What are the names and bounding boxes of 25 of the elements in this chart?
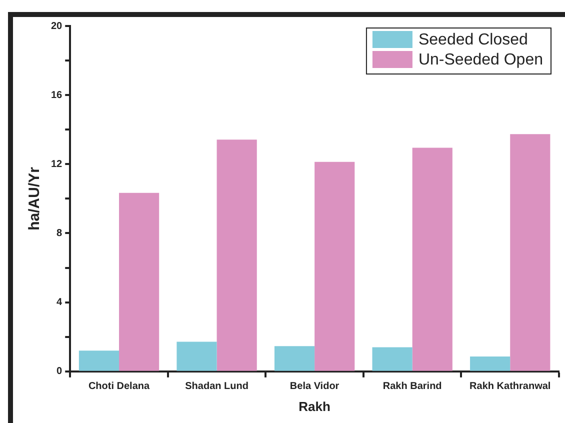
y-tick-label: 0: [56, 366, 63, 378]
x-tick-label: Shadan Lund: [185, 381, 248, 392]
x-tick-label: Choti Delana: [88, 381, 150, 392]
bar: [510, 134, 550, 371]
bar: [470, 356, 510, 371]
bar: [314, 162, 355, 371]
legend-label: Un-Seeded Open: [418, 51, 543, 68]
y-tick-label: 8: [56, 228, 63, 239]
y-axis-title: ha/AU/Yr: [26, 166, 44, 230]
y-tick-label: 16: [51, 90, 63, 101]
y-tick-label: 20: [51, 20, 63, 32]
bar: [119, 192, 160, 371]
y-tick-label: 4: [56, 297, 63, 308]
bar: [216, 140, 257, 371]
bar: [372, 347, 412, 371]
x-axis-title: Rakh: [298, 398, 331, 414]
x-tick-label: Rakh Kathranwal: [470, 381, 551, 392]
bar: [412, 148, 452, 371]
bar: [176, 342, 217, 371]
legend-label: Seeded Closed: [418, 31, 528, 48]
bar: [274, 346, 315, 371]
y-tick-label: 12: [51, 158, 63, 170]
x-tick-label: Bela Vidor: [290, 381, 340, 392]
x-tick-label: Rakh Barind: [382, 381, 442, 392]
bar: [78, 350, 120, 371]
